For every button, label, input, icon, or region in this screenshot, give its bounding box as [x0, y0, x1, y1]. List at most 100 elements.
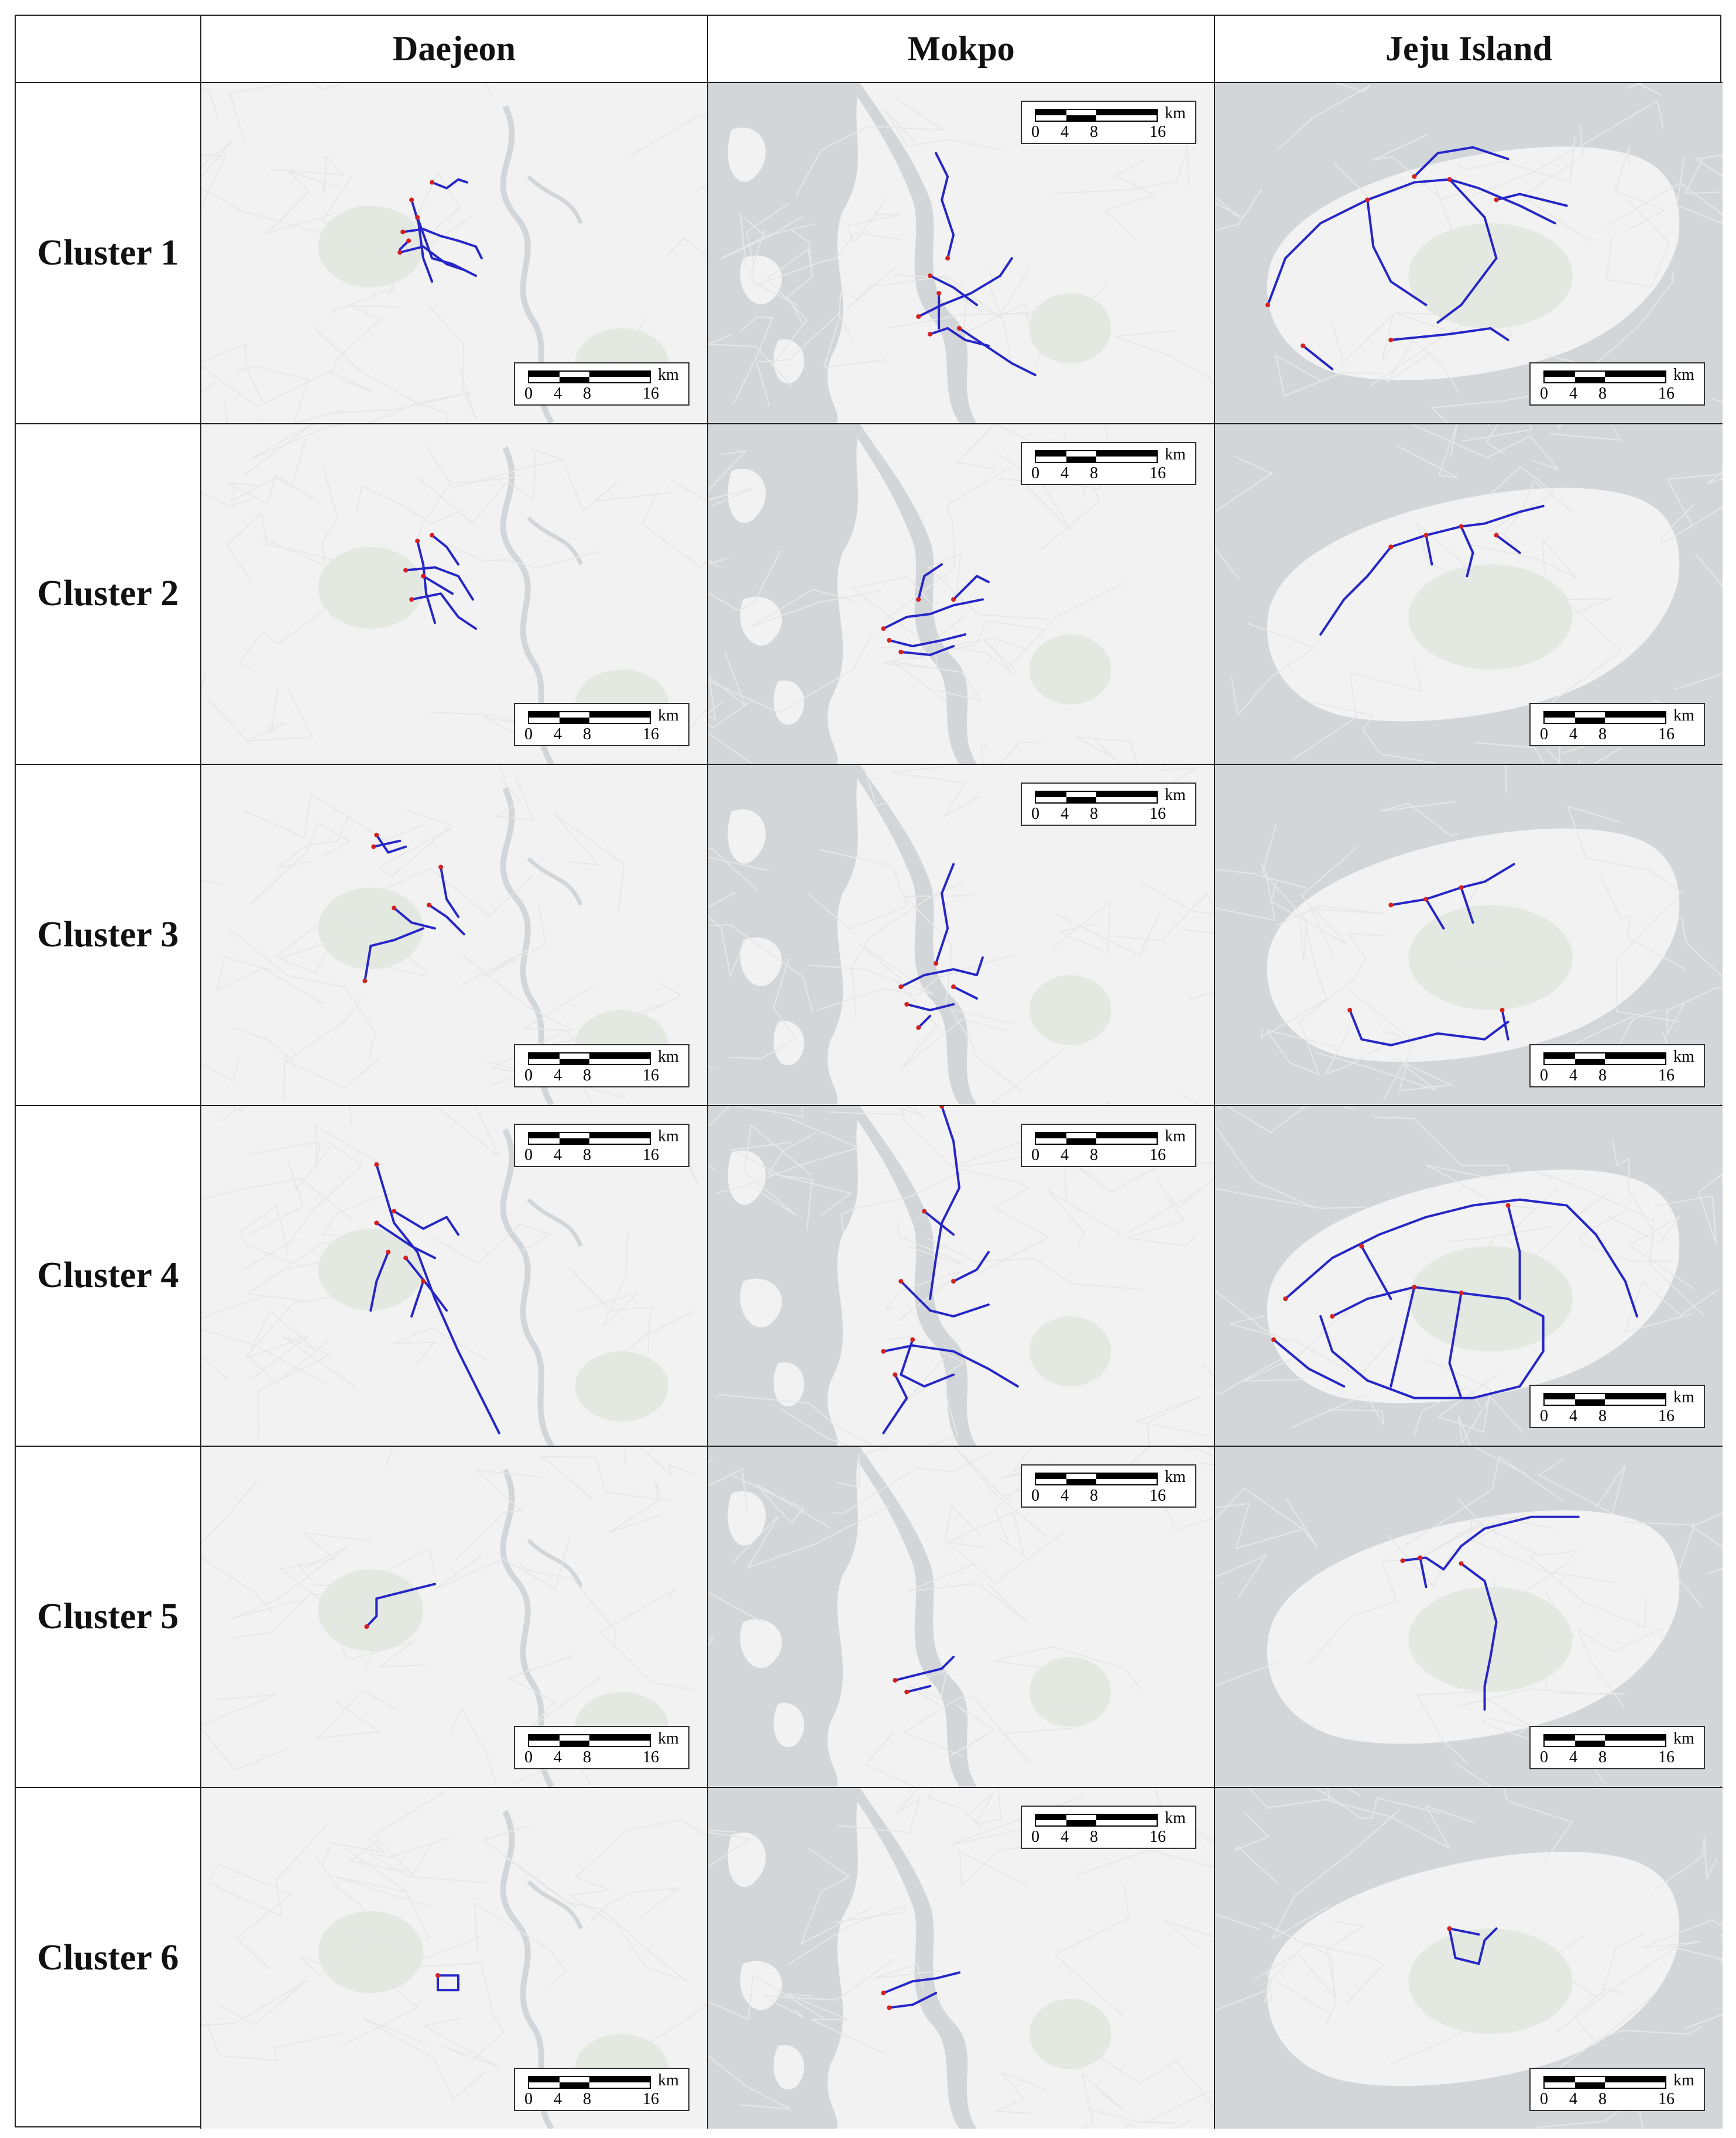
- road: [781, 1388, 959, 1446]
- road: [221, 1106, 248, 1121]
- road: [1694, 552, 1723, 587]
- stop-point: [1459, 885, 1464, 890]
- scale-bar: km 0 4 8 16: [514, 703, 689, 746]
- road: [718, 1394, 874, 1446]
- island: [728, 1150, 766, 1205]
- road: [1598, 873, 1686, 970]
- stop-point: [1459, 524, 1464, 529]
- trajectory-line: [1448, 1927, 1480, 1935]
- stop-point: [928, 331, 933, 337]
- road: [1608, 1216, 1696, 1290]
- road: [1576, 1627, 1663, 1708]
- map-jeju-island-cluster-3: km 0 4 8 16: [1215, 765, 1723, 1106]
- trajectory-line: [935, 863, 955, 965]
- scale-tick-label: 16: [1658, 2090, 1675, 2108]
- road: [438, 1106, 500, 1158]
- road: [650, 2003, 707, 2043]
- trajectory-line: [416, 539, 437, 624]
- park: [1029, 293, 1111, 363]
- road: [708, 892, 746, 979]
- road: [1387, 1514, 1524, 1587]
- road: [238, 601, 335, 672]
- trajectory-line: [1448, 1291, 1463, 1399]
- road: [787, 229, 813, 324]
- road: [1100, 2057, 1214, 2110]
- trajectory-line: [1507, 1204, 1521, 1300]
- scale-tick-label: 8: [1598, 2090, 1607, 2108]
- stop-point: [881, 1348, 886, 1354]
- trajectory-line: [929, 274, 978, 307]
- scale-unit-label: km: [1673, 706, 1694, 725]
- row-label-cluster-4: Cluster 4: [16, 1106, 201, 1447]
- scale-bar: km 0 4 8 16: [1021, 1123, 1196, 1167]
- road: [1276, 83, 1371, 152]
- road: [568, 1267, 654, 1355]
- road: [1374, 1116, 1511, 1180]
- trajectory-line: [923, 1210, 955, 1236]
- scale-bar: km 0 4 8 16: [1021, 1805, 1196, 1849]
- scale-unit-label: km: [658, 365, 679, 384]
- road: [1481, 1717, 1557, 1749]
- scale-tick-label: 8: [1598, 725, 1607, 743]
- trajectory-line: [1366, 198, 1428, 307]
- road: [1457, 1395, 1524, 1446]
- column-header-mokpo: Mokpo: [708, 16, 1215, 83]
- estuary: [848, 83, 977, 423]
- road: [991, 1050, 1110, 1105]
- scale-tick-label: 4: [1061, 1487, 1069, 1505]
- island: [728, 1491, 766, 1546]
- road: [238, 1204, 301, 1266]
- scale-tick-label: 0: [524, 725, 533, 743]
- trajectory-line: [905, 1003, 955, 1011]
- trajectory-line: [369, 1250, 390, 1312]
- road: [1368, 301, 1514, 387]
- trajectory-line: [1460, 1562, 1498, 1711]
- scale-tick-label: 4: [554, 384, 562, 403]
- scale-tick-label: 16: [1150, 1487, 1166, 1505]
- basemap: [708, 424, 1214, 764]
- road: [1474, 742, 1622, 764]
- road: [368, 1836, 452, 1878]
- road: [949, 1008, 1024, 1093]
- scale-tick-label: 0: [1540, 1748, 1548, 1766]
- park: [575, 1351, 669, 1422]
- road: [201, 88, 219, 122]
- trajectory-line: [935, 152, 955, 260]
- scale-bar: km 0 4 8 16: [1529, 703, 1705, 746]
- stop-point: [1447, 1926, 1452, 1931]
- road: [460, 902, 547, 986]
- scale-bar: km 0 4 8 16: [514, 2068, 689, 2111]
- scale-tick-label: 0: [1031, 123, 1039, 141]
- road: [228, 928, 376, 1057]
- trajectory-line: [437, 1974, 459, 1991]
- road: [226, 473, 321, 505]
- scale-tick-label: 16: [1150, 1827, 1166, 1846]
- road: [236, 365, 345, 423]
- road: [229, 83, 344, 143]
- road: [1314, 1051, 1437, 1100]
- road: [787, 1993, 883, 2053]
- stop-point: [887, 2005, 892, 2010]
- scale-tick-label: 0: [524, 2090, 533, 2108]
- trajectory-line: [410, 1279, 425, 1317]
- scale-bar: km 0 4 8 16: [1021, 441, 1196, 485]
- road: [708, 1829, 752, 1868]
- scale-tick-label: 8: [583, 1748, 591, 1766]
- road: [246, 1310, 314, 1380]
- scale-unit-label: km: [1165, 104, 1186, 122]
- road: [1115, 330, 1214, 385]
- scale-tick-label: 4: [1061, 123, 1069, 141]
- scale-tick-label: 8: [1598, 384, 1607, 403]
- trajectory-line: [1413, 146, 1509, 178]
- basemap: [201, 83, 707, 423]
- road: [1148, 765, 1196, 798]
- scale-bar-graphic: [528, 2076, 651, 2089]
- road: [795, 97, 945, 195]
- road: [708, 924, 814, 1013]
- road: [756, 313, 853, 406]
- road: [1473, 1447, 1526, 1475]
- road: [1549, 424, 1622, 441]
- road: [708, 1591, 766, 1646]
- park: [1029, 1998, 1111, 2069]
- road: [568, 1889, 680, 1979]
